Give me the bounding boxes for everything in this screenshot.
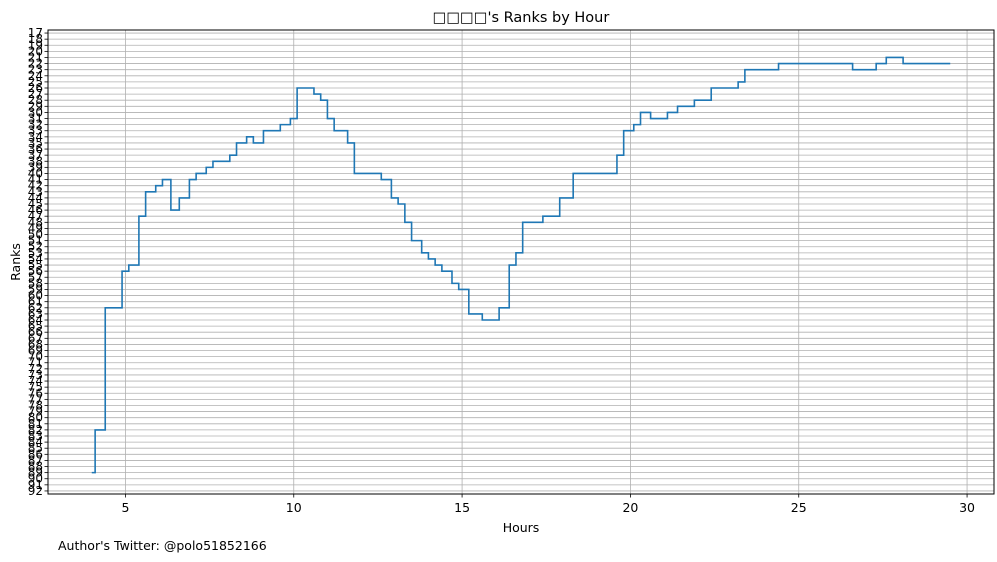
y-tick-label: 74 [28,374,43,388]
x-tick-label: 20 [622,500,638,515]
y-tick-label: 64 [28,313,43,327]
y-tick-label: 75 [28,380,43,394]
x-tick-label: 5 [121,500,129,515]
x-tick-layer: 5 10 15 20 25 30 [121,494,975,515]
y-tick-label: 77 [28,392,43,406]
y-tick-label: 71 [28,356,43,370]
y-tick-label: 17 [28,26,43,40]
x-tick-label: 25 [791,500,807,515]
y-tick-label: 62 [28,301,43,315]
y-tick-label: 39 [28,160,43,174]
y-tick-label: 57 [28,270,43,284]
y-tick-label: 34 [28,130,43,144]
y-tick-label: 63 [28,307,43,321]
y-tick-label: 35 [28,136,43,150]
y-tick-label: 55 [28,258,43,272]
x-axis-label: Hours [503,520,540,535]
y-tick-label: 26 [28,81,43,95]
y-tick-label: 59 [28,282,43,296]
y-tick-label: 89 [28,466,43,480]
y-tick-label: 52 [28,240,43,254]
y-tick-label: 28 [28,93,43,107]
y-tick-label: 19 [28,38,43,52]
y-tick-label: 60 [28,289,43,303]
y-tick-label: 78 [28,398,43,412]
author-credit: Author's Twitter: @polo51852166 [58,538,267,553]
y-tick-label: 67 [28,331,43,345]
y-tick-label: 24 [28,69,43,83]
y-tick-label: 81 [28,417,43,431]
y-tick-label: 33 [28,124,43,138]
y-tick-label: 91 [28,478,43,492]
y-tick-label: 25 [28,75,43,89]
y-tick-label: 20 [28,44,43,58]
y-tick-label: 21 [28,50,43,64]
y-tick-label: 70 [28,350,43,364]
chart-title: □□□□'s Ranks by Hour [433,10,610,26]
y-tick-label: 23 [28,63,43,77]
y-tick-label: 29 [28,99,43,113]
rank-series-line [91,56,951,474]
y-tick-label: 44 [28,191,43,205]
y-tick-label: 72 [28,362,43,376]
y-tick-label: 80 [28,411,43,425]
y-tick-label: 76 [28,386,43,400]
y-tick-label: 41 [28,173,43,187]
y-tick-label: 47 [28,209,43,223]
y-tick-label: 36 [28,142,43,156]
y-tick-label: 22 [28,57,43,71]
y-tick-label: 32 [28,118,43,132]
y-tick-label: 83 [28,429,43,443]
y-tick-label: 69 [28,344,43,358]
y-tick-label: 84 [28,435,43,449]
series-layer [91,56,951,474]
y-tick-label: 85 [28,441,43,455]
y-tick-label: 66 [28,325,43,339]
y-tick-label: 54 [28,252,43,266]
y-tick-label: 61 [28,295,43,309]
y-tick-label: 37 [28,148,43,162]
plot-frame [47,29,995,495]
y-tick-label: 43 [28,185,43,199]
y-tick-layer: 1718192021222324252627282930313233343536… [28,26,48,498]
y-tick-label: 82 [28,423,43,437]
grid-layer [48,30,994,494]
y-tick-label: 68 [28,337,43,351]
y-tick-label: 58 [28,276,43,290]
x-tick-label: 30 [959,500,975,515]
y-tick-label: 51 [28,234,43,248]
y-tick-label: 50 [28,228,43,242]
y-tick-label: 31 [28,112,43,126]
y-tick-label: 45 [28,197,43,211]
x-tick-label: 15 [454,500,470,515]
y-tick-label: 90 [28,472,43,486]
y-tick-label: 46 [28,203,43,217]
y-tick-label: 27 [28,87,43,101]
y-tick-label: 48 [28,215,43,229]
y-tick-label: 18 [28,32,43,46]
y-axis-label: Ranks [8,243,23,281]
y-tick-label: 40 [28,166,43,180]
y-tick-label: 42 [28,179,43,193]
y-tick-label: 86 [28,447,43,461]
y-tick-label: 56 [28,264,43,278]
y-tick-label: 65 [28,319,43,333]
y-tick-label: 79 [28,405,43,419]
x-tick-label: 10 [286,500,302,515]
y-tick-label: 53 [28,246,43,260]
y-tick-label: 92 [28,484,43,498]
y-tick-label: 73 [28,368,43,382]
y-tick-label: 88 [28,460,43,474]
y-tick-label: 87 [28,453,43,467]
y-tick-label: 49 [28,221,43,235]
y-tick-label: 30 [28,105,43,119]
y-tick-label: 38 [28,154,43,168]
